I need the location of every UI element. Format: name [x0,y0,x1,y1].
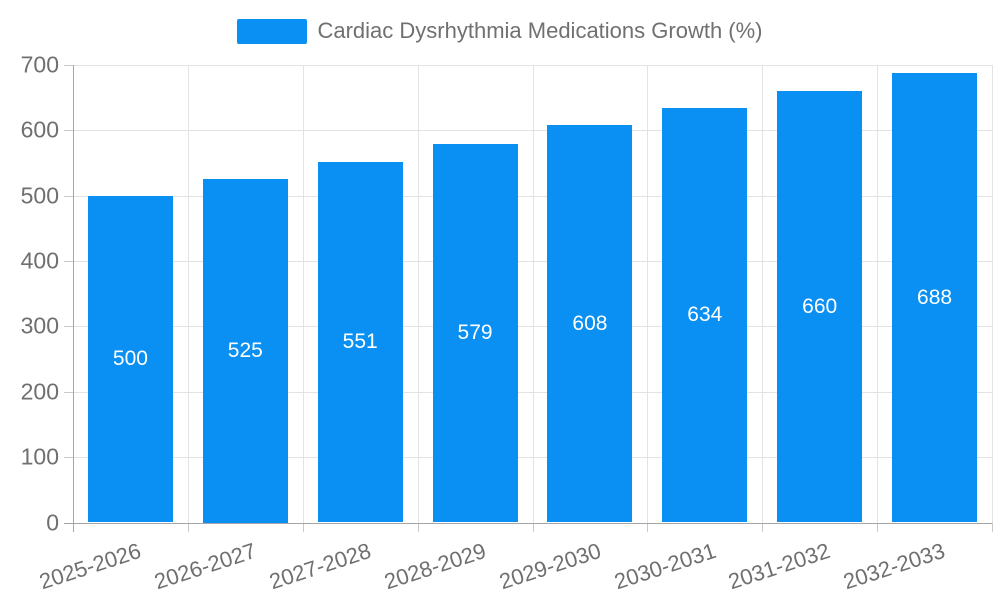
bar-value-label: 608 [572,311,608,335]
y-axis-tick [64,391,73,393]
x-tick-label: 2031-2032 [725,537,834,594]
y-axis-tick [64,261,73,263]
x-tick-label: 2027-2028 [266,537,374,594]
x-tick-label: 2030-2031 [610,537,719,594]
x-tick-label: 2032-2033 [840,537,949,594]
bar: 500 [87,195,173,523]
legend-label: Cardiac Dysrhythmia Medications Growth (… [317,18,763,43]
x-axis-tick [647,522,649,532]
x-gridline [762,65,764,523]
x-gridline [647,65,649,523]
x-gridline [877,65,879,523]
bar-value-label: 660 [802,294,838,318]
bar-value-label: 579 [457,321,493,345]
y-tick-label: 100 [20,443,59,470]
y-tick-label: 300 [20,312,59,339]
bar: 579 [432,144,518,523]
y-tick-label: 0 [46,509,59,535]
bar: 525 [202,179,288,523]
y-axis-tick [64,457,73,459]
x-tick-label: 2026-2027 [151,537,260,594]
x-axis-tick [532,522,534,532]
x-axis-tick [762,522,764,532]
legend-item[interactable]: Cardiac Dysrhythmia Medications Growth (… [0,18,1000,44]
y-tick-label: 700 [20,51,59,78]
x-tick-label: 2028-2029 [380,537,489,594]
x-gridline [532,65,534,523]
y-axis-tick [64,65,73,66]
bar-value-label: 500 [112,347,148,371]
bar-value-label: 551 [342,330,378,354]
legend-swatch [237,18,308,44]
bar: 660 [777,91,863,523]
x-gridline [187,65,189,523]
bar: 551 [317,162,403,523]
y-tick-label: 600 [20,116,59,143]
y-axis-tick [64,195,73,197]
x-axis-line [64,522,992,524]
bar: 688 [892,72,978,523]
y-tick-label: 500 [20,182,59,209]
x-gridline [992,65,993,523]
y-axis-tick [64,326,73,328]
bar-value-label: 634 [687,303,723,327]
bar: 634 [662,108,748,523]
x-gridline [417,65,419,523]
x-tick-label: 2025-2026 [36,537,145,594]
x-tick-label: 2029-2030 [495,537,604,594]
x-gridline [302,65,304,523]
bar-value-label: 688 [917,285,953,309]
bar: 608 [547,125,633,523]
y-tick-label: 400 [20,247,59,274]
x-axis-tick [877,522,879,532]
y-axis-line [73,65,74,532]
y-axis-tick [64,130,73,132]
y-tick-label: 200 [20,378,59,405]
x-axis-tick [417,522,419,532]
x-axis-tick [992,522,993,532]
x-axis-tick [187,522,189,532]
bar-value-label: 525 [227,338,263,362]
x-axis-tick [302,522,304,532]
